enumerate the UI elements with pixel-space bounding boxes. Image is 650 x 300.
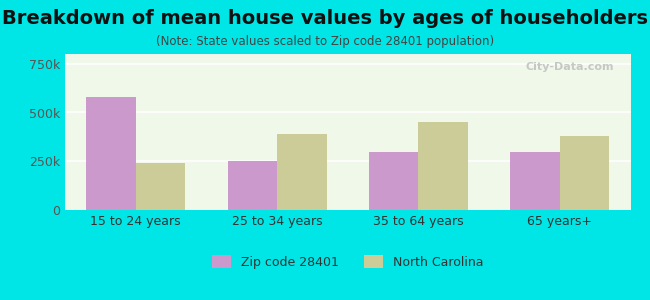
Bar: [136, 163, 185, 210]
Bar: [419, 122, 468, 210]
Bar: [227, 161, 277, 210]
Legend: Zip code 28401, North Carolina: Zip code 28401, North Carolina: [207, 250, 488, 274]
Bar: [277, 134, 326, 210]
Bar: [369, 152, 419, 210]
Text: (Note: State values scaled to Zip code 28401 population): (Note: State values scaled to Zip code 2…: [156, 34, 494, 47]
Text: City-Data.com: City-Data.com: [525, 62, 614, 72]
Bar: [86, 97, 136, 210]
Text: Breakdown of mean house values by ages of householders: Breakdown of mean house values by ages o…: [2, 9, 648, 28]
Bar: [560, 136, 609, 210]
Bar: [510, 152, 560, 210]
